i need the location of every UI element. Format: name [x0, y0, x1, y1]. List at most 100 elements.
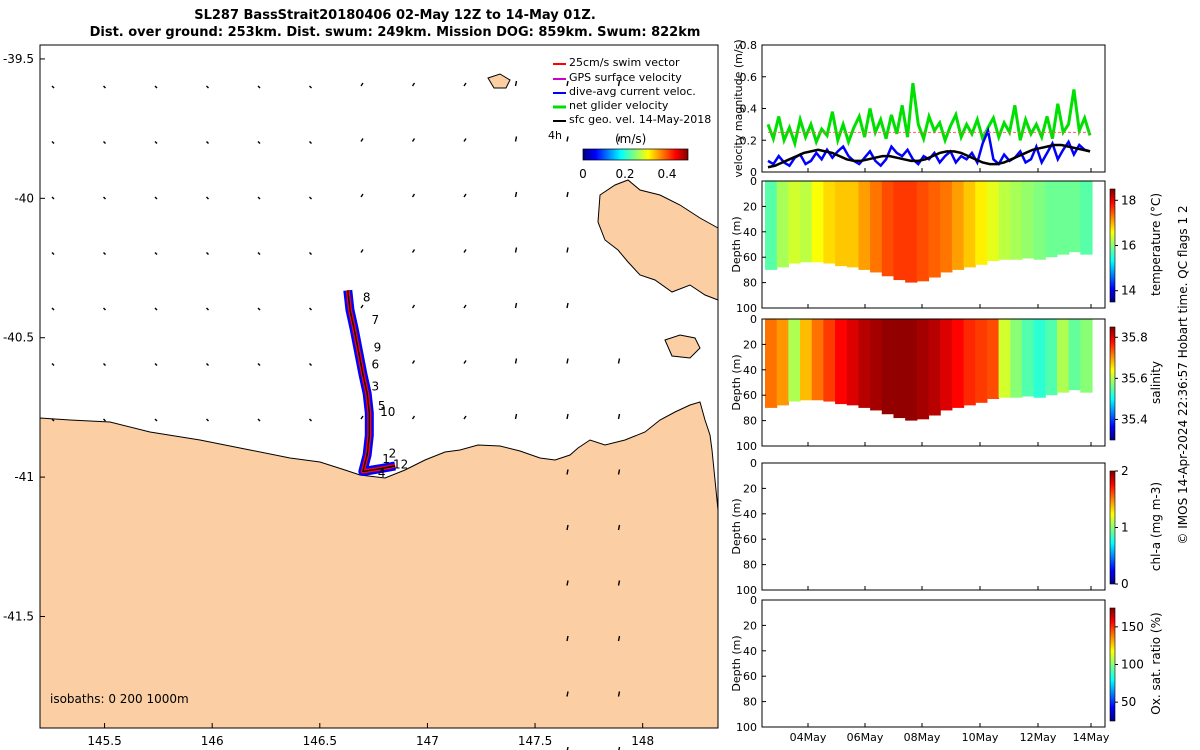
isobaths-label: isobaths: 0 200 1000m — [50, 692, 189, 706]
vector-arrow — [309, 141, 312, 144]
vector-arrow — [463, 82, 467, 87]
heatmap-y-tick-label: 80 — [743, 415, 757, 428]
heatmap-cell — [986, 319, 1000, 400]
vector-arrow — [51, 252, 55, 255]
figure-title-line2: Dist. over ground: 253km. Dist. swum: 24… — [89, 25, 701, 40]
heatmap-cell — [800, 319, 813, 401]
heatmap-cell — [940, 181, 953, 273]
vector-arrow — [617, 635, 621, 642]
vector-arrow — [566, 358, 569, 364]
heatmap-cell — [1068, 319, 1081, 391]
heatmap-cell — [1045, 181, 1058, 258]
vector-arrow — [51, 141, 55, 144]
vector-arrow — [154, 307, 158, 311]
map-x-tick-label: 148 — [631, 734, 654, 748]
vector-arrow — [566, 247, 569, 253]
map-y-tick-label: -40 — [14, 191, 34, 205]
heatmap-cell — [765, 181, 778, 270]
map-x-tick-label: 146 — [201, 734, 224, 748]
vector-arrow — [309, 252, 312, 255]
velocity-series-line — [767, 143, 1091, 169]
salinity-panel: 0 20 40 60 80 100 Depth (m) 35.8 35.6 35.4salinit… — [730, 313, 1163, 453]
vector-arrow — [257, 307, 261, 311]
vector-arrow — [360, 193, 364, 198]
heatmap-cell — [928, 319, 941, 416]
velocity-y-axis-label: velocity magnitude (m/s) — [732, 39, 745, 177]
map-y-tick-label: -39.5 — [3, 52, 34, 66]
land-island-small — [664, 334, 701, 359]
vector-arrow — [309, 85, 312, 89]
heatmap-y-tick-label: 0 — [750, 313, 757, 326]
temperature-panel: 0 20 40 60 80 100 Depth (m) 18 16 14 temperature (… — [730, 175, 1163, 315]
heatmap-x-tick-label: 14May — [1073, 731, 1110, 744]
heatmap-y-tick-label: 80 — [743, 277, 757, 290]
velocity-y-tick-label: 0.4 — [740, 103, 758, 116]
heatmap-colorbar-tick-label: 14 — [1121, 284, 1136, 298]
heatmap-colorbar — [1109, 326, 1116, 441]
vector-arrow — [206, 418, 209, 422]
heatmap-y-tick-label: 20 — [743, 619, 757, 632]
heatmap-colorbar-tick-label: 150 — [1121, 620, 1144, 634]
heatmap-colorbar — [1109, 188, 1116, 303]
vector-arrow — [617, 136, 621, 142]
track-day-label: 3 — [371, 380, 379, 394]
heatmap-cell — [835, 181, 848, 267]
velocity-y-tick-label: 0.6 — [740, 71, 758, 84]
heatmap-cell — [975, 181, 988, 265]
map-colorbar-tick-label: 0 — [579, 167, 587, 181]
heatmap-x-tick-label: 08May — [904, 731, 941, 744]
vector-arrow — [514, 80, 518, 87]
legend-dive-label: dive-avg current veloc. — [569, 85, 696, 98]
heatmap-cell — [1080, 319, 1093, 393]
heatmap-cell — [986, 181, 1000, 262]
heatmap-colorbar-tick-label: 16 — [1121, 239, 1136, 253]
heatmap-cell — [1010, 181, 1023, 260]
heatmap-cell — [788, 319, 801, 402]
heatmap-cell — [870, 319, 883, 411]
heatmap-y-tick-label: 40 — [743, 226, 757, 239]
heatmap-cell — [858, 181, 871, 270]
heatmap-cell — [811, 319, 824, 401]
heatmap-cell — [881, 319, 895, 415]
land-island-north — [487, 73, 511, 89]
heatmap-cell — [1056, 319, 1070, 393]
heatmap-cell — [835, 319, 848, 405]
vector-arrow — [206, 196, 209, 200]
vector-arrow — [514, 191, 518, 198]
heatmap-y-tick-label: 0 — [750, 594, 757, 607]
heatmap-cell — [1080, 181, 1093, 255]
map-x-tick-label: 146.5 — [303, 734, 337, 748]
legend-4h-label: 4h — [548, 129, 562, 142]
heatmap-colorbar-tick-label: 50 — [1121, 695, 1136, 709]
heatmap-cell — [800, 181, 813, 263]
vector-arrow — [514, 358, 518, 364]
heatmap-y-tick-label: 60 — [743, 389, 757, 402]
heatmap-y-axis-label: Depth (m) — [730, 498, 743, 554]
vector-arrow — [360, 82, 364, 87]
heatmap-colorbar-label: temperature (°C) — [1149, 193, 1163, 296]
chlorophyll-panel: 0 20 40 60 80 100 Depth (m) 2 1 0 chl-a (mg m-3) — [730, 457, 1163, 597]
heatmap-cell — [858, 319, 871, 408]
vector-arrow — [463, 304, 467, 309]
map-colorbar-label: (m/s) — [615, 132, 646, 146]
vector-arrow — [309, 418, 312, 422]
vector-arrow — [257, 196, 261, 200]
vector-arrow — [154, 363, 158, 366]
velocity-series-line — [767, 126, 1091, 168]
vector-arrow — [360, 249, 364, 253]
vector-arrow — [154, 85, 158, 89]
velocity-y-tick-label: 0.2 — [740, 134, 758, 147]
heatmap-cell — [1056, 181, 1070, 255]
vector-arrow — [103, 85, 106, 89]
heatmap-x-tick-label: 10May — [962, 731, 999, 744]
map-y-tick-label: -41.5 — [3, 609, 34, 623]
vector-arrow — [463, 138, 467, 142]
vector-arrow — [514, 247, 518, 253]
vector-arrow — [514, 302, 518, 309]
track-day-label: 9 — [374, 341, 382, 355]
heatmap-cell — [963, 319, 976, 406]
vector-arrow — [51, 85, 55, 89]
heatmap-colorbar-tick-label: 35.4 — [1121, 412, 1148, 426]
